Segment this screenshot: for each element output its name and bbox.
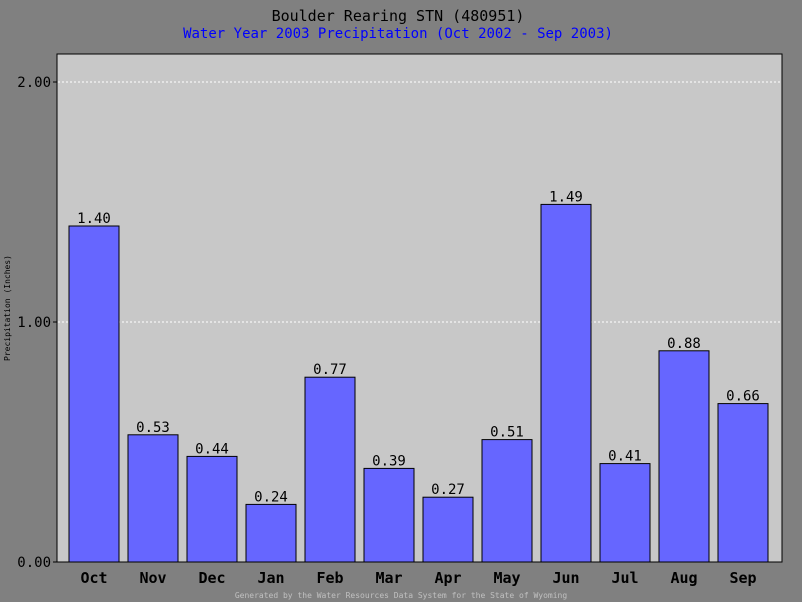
x-tick-label: Sep [729,569,756,587]
x-tick-label: Aug [670,569,697,587]
y-tick-label: 0.00 [17,555,51,571]
bar [422,496,474,563]
chart-subtitle: Water Year 2003 Precipitation (Oct 2002 … [183,26,613,42]
bar [245,503,297,563]
chart-title: Boulder Rearing STN (480951) [272,7,525,25]
y-tick-label: 2.00 [17,75,51,91]
x-tick-label: Jul [611,569,638,587]
data-label: 0.24 [254,489,288,505]
bars-group: 1.40 0.53 0.44 0.24 0.77 0.39 0.27 0.51 1.49 0.41… [68,189,769,563]
data-label: 1.40 [77,211,111,227]
x-tick-label: Mar [375,569,402,587]
bar [304,376,356,563]
x-tick-label: Jan [257,569,284,587]
bar [186,455,238,563]
bar [127,434,179,563]
data-label: 0.39 [372,453,406,469]
bar [540,203,592,563]
x-tick-label: May [493,569,520,587]
data-label: 0.88 [667,336,701,352]
bar [68,225,120,563]
footer-credit: Generated by the Water Resources Data Sy… [235,591,568,600]
x-tick-label: Nov [139,569,166,587]
x-tick-label: Jun [552,569,579,587]
bar [717,403,769,563]
bar [658,350,710,563]
y-tick-label: 1.00 [17,315,51,331]
x-tick-label: Dec [198,569,225,587]
x-tick-label: Feb [316,569,343,587]
x-tick-label: Apr [434,569,461,587]
bar [481,439,533,563]
y-axis: 0.00 1.00 2.00 [17,75,57,571]
gridlines [58,81,781,323]
data-label: 0.66 [726,389,760,405]
data-label: 0.44 [195,441,229,457]
data-label: 0.41 [608,449,642,465]
y-axis-label: Precipitation (Inches) [3,255,12,361]
data-label: 0.53 [136,420,170,436]
data-label: 0.27 [431,482,465,498]
bar [599,463,651,563]
x-tick-label: Oct [80,569,107,587]
data-label: 0.77 [313,362,347,378]
bar [363,467,415,563]
data-label: 0.51 [490,425,524,441]
data-label: 1.49 [549,189,583,205]
x-axis: Oct Nov Dec Jan Feb Mar Apr May Jun Jul Aug Sep [80,569,756,587]
